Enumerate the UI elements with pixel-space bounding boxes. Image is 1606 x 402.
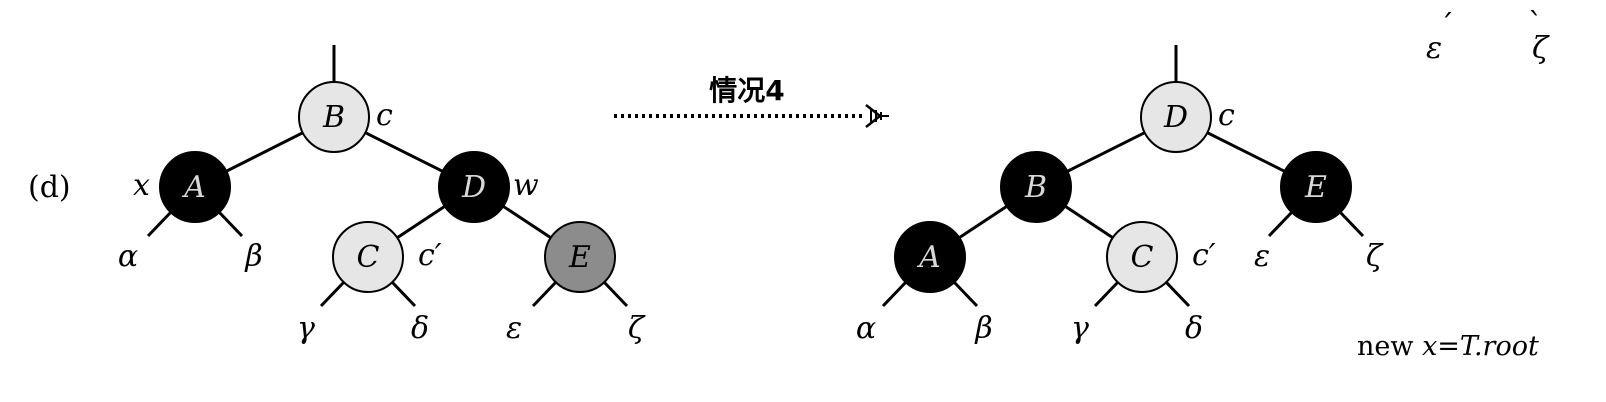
- before-subtree-beta: β: [244, 239, 262, 274]
- svg-text:A: A: [916, 240, 941, 275]
- after-subtree-beta: β: [974, 311, 992, 346]
- case-label: (d): [28, 170, 71, 205]
- before-tag-A: x: [133, 168, 150, 203]
- svg-text:ζ: ζ: [1532, 31, 1550, 66]
- svg-text:E: E: [1304, 170, 1327, 205]
- after-subtree-zeta: ζ: [1366, 239, 1384, 274]
- after-node-E: E: [1280, 151, 1352, 223]
- svg-text:´: ´: [1439, 9, 1454, 44]
- after-subtree-gamma: γ: [1071, 311, 1089, 346]
- svg-text:D: D: [1163, 100, 1188, 135]
- corner-epsilon-prime: ε ´: [1426, 9, 1454, 66]
- svg-text:ε: ε: [1426, 31, 1442, 66]
- before-node-C: C: [332, 221, 404, 293]
- before-subtree-epsilon: ε: [506, 311, 522, 346]
- svg-text:C: C: [1131, 240, 1154, 275]
- after-node-C: C: [1106, 221, 1178, 293]
- arrow-head-icon: [865, 104, 889, 128]
- after-subtree-alpha: α: [856, 311, 876, 346]
- after-tag-C: c′: [1192, 238, 1216, 273]
- before-node-A: A: [159, 151, 231, 223]
- before-node-B: B: [298, 81, 370, 153]
- before-subtree-gamma: γ: [297, 311, 315, 346]
- before-subtree-delta: δ: [411, 311, 429, 346]
- svg-text:B: B: [322, 100, 345, 135]
- after-node-D: D: [1140, 81, 1212, 153]
- before-node-E: E: [544, 221, 616, 293]
- transition-label: 情况4: [709, 74, 784, 107]
- before-tag-D: w: [513, 168, 539, 203]
- svg-text:B: B: [1024, 170, 1047, 205]
- before-node-D: D: [438, 151, 510, 223]
- svg-text:A: A: [181, 170, 206, 205]
- after-tree: D B E A C c c′ α β γ δ ε ζ: [856, 45, 1384, 346]
- after-subtree-delta: δ: [1185, 311, 1203, 346]
- before-subtree-alpha: α: [118, 239, 138, 274]
- transition-arrow: 情况4: [614, 74, 889, 128]
- after-subtree-epsilon: ε: [1254, 239, 1270, 274]
- after-node-A: A: [894, 221, 966, 293]
- before-tree: B A D C E c x w c′ α β γ δ ε ζ: [118, 45, 646, 346]
- corner-zeta-prime: ζ `: [1528, 7, 1550, 66]
- after-tag-D: c: [1218, 98, 1235, 133]
- before-tag-B: c: [376, 98, 393, 133]
- svg-text:C: C: [357, 240, 380, 275]
- svg-text:D: D: [461, 170, 486, 205]
- after-node-B: B: [1000, 151, 1072, 223]
- before-tag-C: c′: [418, 238, 442, 273]
- svg-text:E: E: [568, 240, 591, 275]
- svg-text:`: `: [1528, 7, 1543, 42]
- before-subtree-zeta: ζ: [628, 311, 646, 346]
- new-root-caption: new x=T.root: [1357, 331, 1539, 362]
